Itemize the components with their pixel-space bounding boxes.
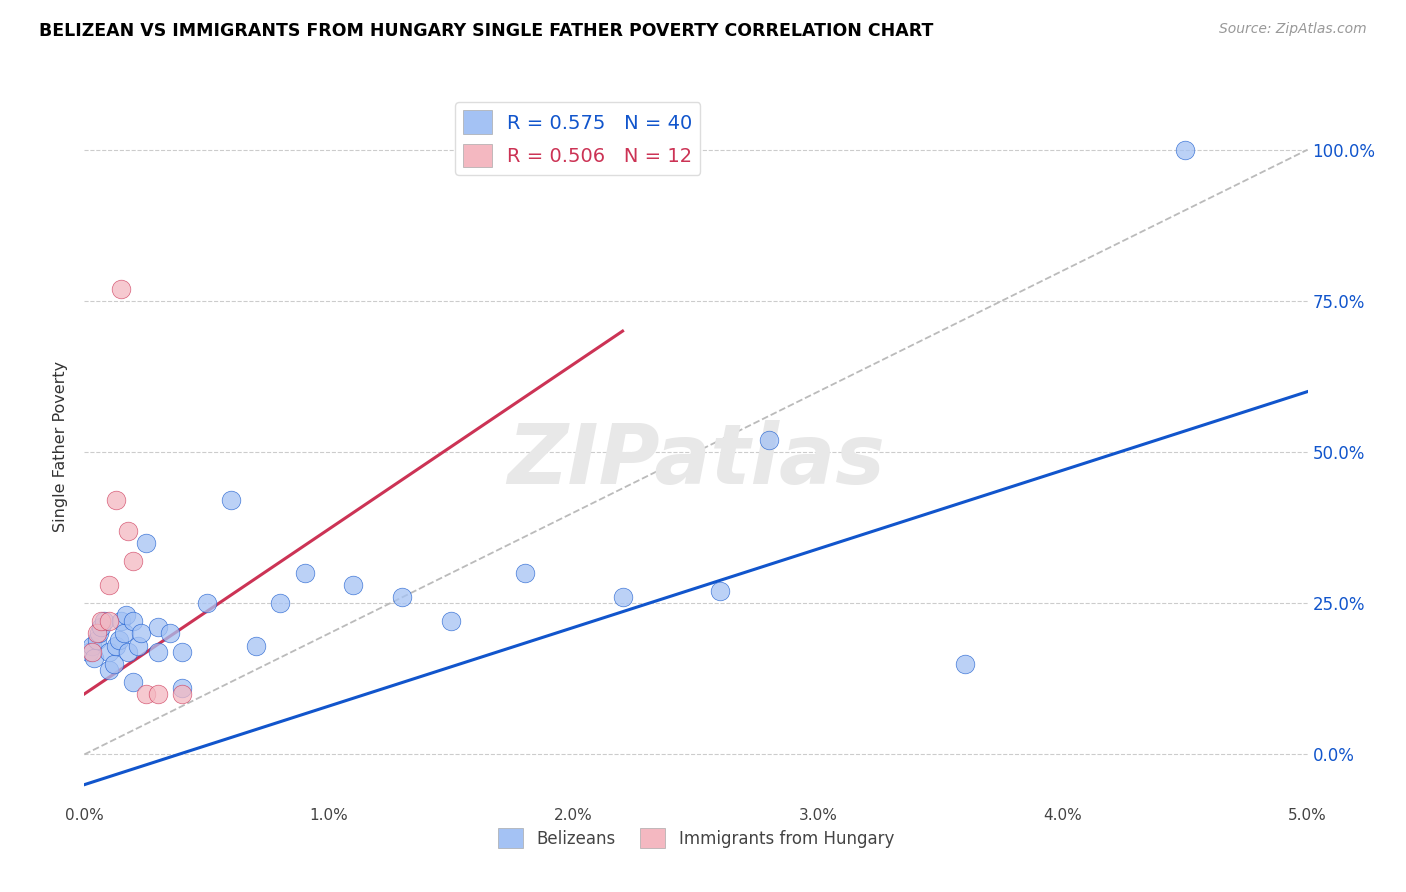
Point [117, 524, 139, 538]
Point [612, 590, 634, 604]
Point [103, 657, 125, 671]
Point [86, 626, 108, 640]
Point [172, 681, 194, 695]
Point [122, 615, 145, 629]
Point [80, 639, 103, 653]
Point [758, 433, 780, 447]
Point [90, 620, 112, 634]
Point [245, 639, 267, 653]
Point [97, 663, 120, 677]
Point [97, 578, 120, 592]
Point [105, 639, 128, 653]
Text: BELIZEAN VS IMMIGRANTS FROM HUNGARY SINGLE FATHER POVERTY CORRELATION CHART: BELIZEAN VS IMMIGRANTS FROM HUNGARY SING… [39, 22, 934, 40]
Point [709, 584, 731, 599]
Point [77, 645, 100, 659]
Point [391, 590, 413, 604]
Point [122, 554, 145, 568]
Point [90, 615, 112, 629]
Point [80, 645, 103, 659]
Point [135, 535, 157, 549]
Text: ZIPatlas: ZIPatlas [508, 420, 884, 500]
Point [1174, 143, 1197, 157]
Point [112, 626, 135, 640]
Y-axis label: Single Father Poverty: Single Father Poverty [53, 360, 69, 532]
Point [129, 626, 152, 640]
Point [135, 687, 157, 701]
Point [107, 632, 129, 647]
Point [953, 657, 976, 671]
Point [440, 615, 463, 629]
Point [117, 645, 139, 659]
Point [110, 615, 132, 629]
Legend: Belizeans, Immigrants from Hungary: Belizeans, Immigrants from Hungary [491, 822, 901, 855]
Point [122, 674, 145, 689]
Point [219, 493, 242, 508]
Point [172, 645, 194, 659]
Point [127, 639, 149, 653]
Point [146, 620, 169, 634]
Point [97, 615, 120, 629]
Point [294, 566, 316, 580]
Point [159, 626, 181, 640]
Point [97, 645, 120, 659]
Point [87, 626, 110, 640]
Point [110, 282, 132, 296]
Point [269, 596, 291, 610]
Point [86, 632, 108, 647]
Point [146, 645, 169, 659]
Point [172, 687, 194, 701]
Point [513, 566, 536, 580]
Point [342, 578, 364, 592]
Point [105, 493, 128, 508]
Point [83, 650, 105, 665]
Point [146, 687, 169, 701]
Point [195, 596, 218, 610]
Text: Source: ZipAtlas.com: Source: ZipAtlas.com [1219, 22, 1367, 37]
Point [93, 615, 115, 629]
Point [115, 608, 138, 623]
